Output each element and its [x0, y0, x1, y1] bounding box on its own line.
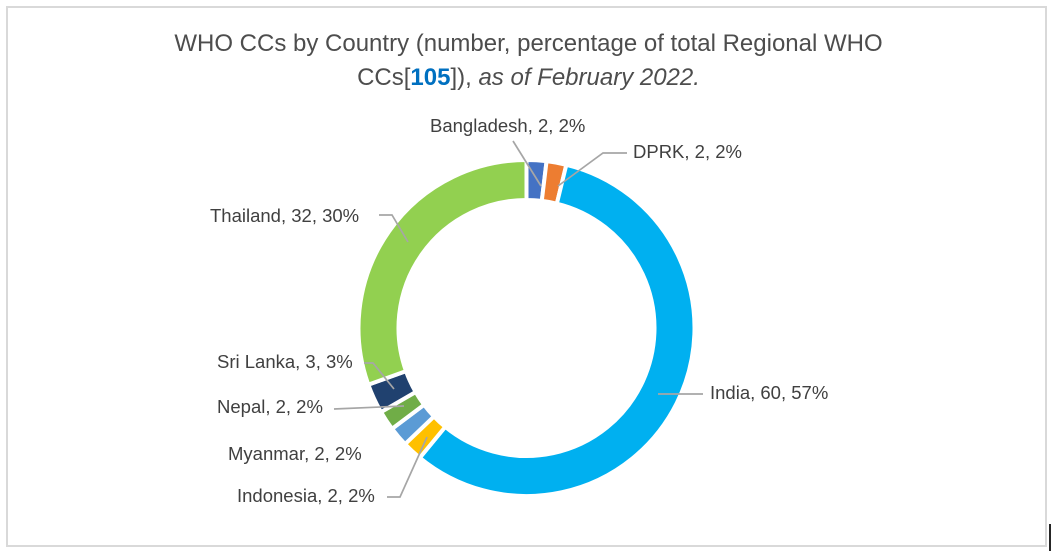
- donut-slice-thailand: [356, 157, 529, 388]
- data-label-sri-lanka: Sri Lanka, 3, 3%: [217, 351, 353, 372]
- chart-title-line2-prefix: CCs[: [357, 64, 411, 91]
- chart-title-line1: WHO CCs by Country (number, percentage o…: [174, 30, 883, 57]
- leader-line-indonesia: [387, 436, 428, 498]
- data-label-bangladesh: Bangladesh, 2, 2%: [430, 115, 586, 136]
- chart-title-date: as of February 2022.: [478, 64, 700, 91]
- chart-title: WHO CCs by Country (number, percentage o…: [0, 27, 1057, 95]
- leader-line-nepal: [333, 405, 405, 410]
- data-label-myanmar: Myanmar, 2, 2%: [228, 443, 362, 464]
- data-label-thailand: Thailand, 32, 30%: [210, 205, 360, 226]
- data-label-indonesia: Indonesia, 2, 2%: [237, 485, 375, 506]
- leader-line-thailand: [379, 214, 409, 243]
- donut-slice-india: [416, 162, 697, 498]
- data-label-dprk: DPRK, 2, 2%: [633, 141, 742, 162]
- leader-line-bangladesh: [512, 140, 542, 187]
- data-label-india: India, 60, 57%: [710, 382, 829, 403]
- leader-line-dprk: [557, 152, 627, 187]
- window-edge-mark: [1049, 524, 1051, 551]
- leader-line-sri-lanka: [364, 362, 395, 390]
- chart-frame-border: [6, 6, 1047, 547]
- chart-title-line2-mid: ]),: [450, 64, 479, 91]
- citation-link[interactable]: 105: [410, 64, 451, 91]
- data-label-nepal: Nepal, 2, 2%: [217, 396, 323, 417]
